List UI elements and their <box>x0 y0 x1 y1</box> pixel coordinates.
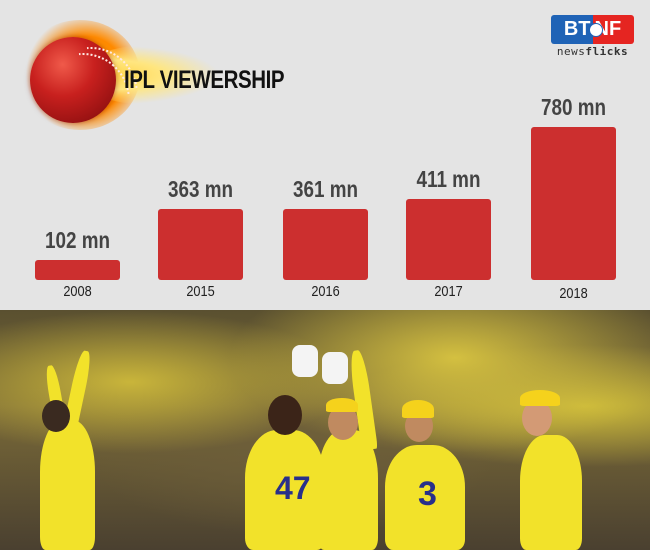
player-figure <box>520 435 582 550</box>
bar-value-label: 411 mn <box>416 166 481 192</box>
year-label: 2015 <box>186 283 215 300</box>
bar-value-label: 780 mn <box>540 94 606 120</box>
year-label: 2017 <box>434 283 463 300</box>
year-label: 2018 <box>559 285 588 302</box>
player-figure <box>318 430 378 550</box>
bar-value-label: 363 mn <box>167 176 233 202</box>
jersey-number: 47 <box>275 470 311 506</box>
bar-2015 <box>158 209 243 280</box>
bar-2018 <box>531 127 616 280</box>
player-cap <box>402 400 434 418</box>
year-label: 2008 <box>63 283 92 300</box>
player-figure <box>245 430 325 550</box>
wicketkeeping-glove <box>322 352 348 384</box>
player-head <box>522 400 552 436</box>
cricket-ball-icon <box>16 27 158 167</box>
bar-value-label: 361 mn <box>292 176 358 202</box>
brand-bt: BT <box>551 15 593 44</box>
team-celebration-photo: 47 3 <box>0 310 650 550</box>
jersey-number: 3 <box>418 475 437 513</box>
brand-nf: NF <box>592 15 634 44</box>
bar-2016 <box>283 209 368 280</box>
brand-subtitle: newsflicks <box>556 45 629 58</box>
bar-2008 <box>35 260 120 280</box>
chart-panel: IPL VIEWERSHIP BT NF newsflicks 102 mn 20… <box>16 15 634 302</box>
cricket-ball-logo <box>16 15 220 167</box>
player-cap <box>326 398 358 412</box>
bar-2017 <box>406 199 491 280</box>
brand-badge: BT NF <box>551 15 634 44</box>
player-figure <box>385 445 465 550</box>
player-figure <box>40 420 95 550</box>
brand-logo: BT NF newsflicks <box>551 15 634 58</box>
player-cap <box>520 390 560 406</box>
bar-value-label: 102 mn <box>44 227 110 253</box>
chart-title: IPL VIEWERSHIP <box>124 66 285 94</box>
globe-icon <box>589 23 603 37</box>
player-head <box>42 400 70 432</box>
wicketkeeping-glove <box>292 345 318 377</box>
player-head <box>268 395 302 435</box>
year-label: 2016 <box>311 283 340 300</box>
